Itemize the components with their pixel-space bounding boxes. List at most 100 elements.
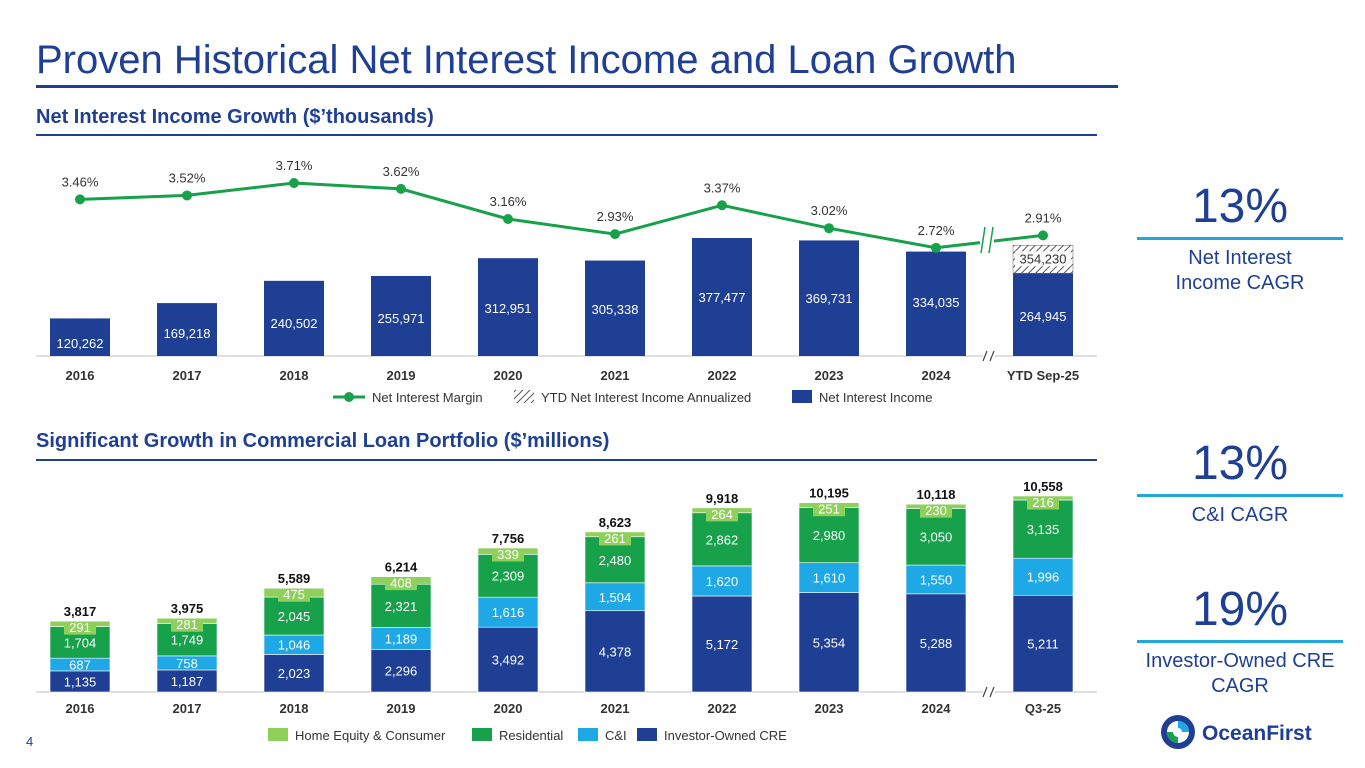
nim-label-2020: 3.16% — [490, 194, 527, 209]
loan-label-investor-owned-cre-2016: 1,135 — [64, 674, 97, 689]
loan-label-residential-q3-25: 3,135 — [1027, 522, 1060, 537]
loan-section-rule — [36, 459, 1097, 461]
loan-bar-c-i-2023 — [798, 562, 860, 593]
loan-label-bg-2018 — [278, 588, 310, 602]
legend-investor-cre-label: Investor-Owned CRE — [664, 728, 787, 743]
legend-ci-swatch — [578, 728, 598, 741]
kpi-nii-cagr-rule — [1137, 237, 1343, 240]
loan-bar-residential-2023 — [798, 507, 860, 564]
loan-x-tick-2016: 2016 — [66, 701, 95, 716]
legend-annualized-swatch — [514, 390, 534, 403]
loan-label-home-equity-consumer-2018: 475 — [283, 587, 305, 602]
nim-point-2023 — [824, 223, 834, 234]
loan-label-investor-owned-cre-2020: 3,492 — [492, 653, 525, 668]
loan-bar-residential-2024 — [905, 508, 967, 566]
loan-label-investor-owned-cre-2024: 5,288 — [920, 636, 953, 651]
oceanfirst-logo: OceanFirst — [1161, 715, 1312, 749]
kpi-nii-cagr-value: 13% — [1191, 180, 1289, 233]
nii-section-rule — [36, 134, 1097, 136]
nii-bar-label-2020: 312,951 — [485, 301, 532, 316]
legend-nii-label: Net Interest Income — [819, 390, 932, 405]
loan-label-investor-owned-cre-2018: 2,023 — [278, 666, 311, 681]
loan-total-2021: 8,623 — [599, 515, 632, 530]
loan-label-home-equity-consumer-2019: 408 — [390, 576, 412, 591]
legend-nim-marker — [344, 392, 354, 402]
kpi-cre-cagr-rule — [1137, 640, 1343, 643]
loan-x-tick-2020: 2020 — [494, 701, 523, 716]
nim-label-2021: 2.93% — [597, 209, 634, 224]
loan-label-home-equity-consumer-2022: 264 — [711, 507, 733, 522]
loan-label-residential-2017: 1,749 — [171, 633, 204, 648]
loan-label-c-i-2018: 1,046 — [278, 638, 311, 653]
nim-point-2018 — [289, 178, 299, 188]
kpi-ci-cagr-label: C&I CAGR — [1191, 504, 1289, 526]
loan-x-tick-2017: 2017 — [173, 701, 202, 716]
loan-total-2023: 10,195 — [809, 486, 849, 501]
loan-label-bg-2017 — [171, 618, 203, 632]
legend-residential-label: Residential — [499, 728, 563, 743]
loan-bar-residential-2022 — [691, 512, 753, 567]
loan-total-2020: 7,756 — [492, 531, 525, 546]
loan-section-heading: Significant Growth in Commercial Loan Po… — [36, 430, 610, 452]
nim-label-2022: 3.37% — [704, 180, 741, 195]
loan-label-bg-q3-25 — [1027, 496, 1059, 510]
slide-title: Proven Historical Net Interest Income an… — [36, 38, 1017, 82]
loan-x-tick-2018: 2018 — [280, 701, 309, 716]
nii-x-tick-2018: 2018 — [280, 368, 309, 383]
kpi-cre-cagr-label-line-1: Investor-Owned CRE — [1145, 650, 1335, 672]
loan-label-c-i-q3-25: 1,996 — [1027, 570, 1060, 585]
loan-label-residential-2022: 2,862 — [706, 532, 739, 547]
nim-point-2021 — [610, 229, 620, 240]
nii-bar-2023 — [799, 240, 859, 356]
loan-total-q3-25: 10,558 — [1023, 479, 1063, 494]
loan-x-tick-2021: 2021 — [601, 701, 630, 716]
loan-label-bg-2020 — [492, 548, 524, 562]
nii-x-tick-2016: 2016 — [66, 368, 95, 383]
kpi-cre-cagr-label-line-2: CAGR — [1211, 675, 1269, 697]
nim-label-2017: 3.52% — [169, 170, 206, 185]
kpi-cre-cagr: 19% Investor-Owned CRE CAGR — [1137, 583, 1343, 699]
legend-ci-label: C&I — [605, 728, 627, 743]
loan-bar-investor-owned-cre-2019 — [370, 649, 432, 693]
legend-nii-swatch — [792, 390, 812, 403]
nii-bar-2019 — [371, 275, 431, 356]
nii-bar-label-2018: 240,502 — [271, 316, 318, 331]
nii-bar-2018 — [264, 280, 324, 356]
nim-label-ytd-sep-25: 2.91% — [1025, 210, 1062, 225]
loan-label-residential-2021: 2,480 — [599, 553, 632, 568]
nii-bar-label-2016: 120,262 — [57, 336, 104, 351]
nii-bar-2016 — [50, 318, 110, 356]
loan-bar-investor-owned-cre-2021 — [584, 610, 646, 693]
loan-bar-residential-2019 — [370, 583, 432, 628]
loan-bar-c-i-q3-25 — [1012, 557, 1074, 596]
loan-label-home-equity-consumer-2021: 261 — [604, 531, 626, 546]
nii-x-tick-2023: 2023 — [815, 368, 844, 383]
kpi-nii-cagr-label-line-2: Income CAGR — [1175, 272, 1305, 294]
title-rule — [36, 85, 1118, 88]
loan-x-tick-q3-25: Q3-25 — [1025, 701, 1061, 716]
nim-label-2018: 3.71% — [276, 158, 313, 173]
nim-break-mark-2 — [988, 226, 994, 254]
kpi-ci-cagr-value: 13% — [1191, 437, 1289, 490]
loan-label-residential-2023: 2,980 — [813, 528, 846, 543]
loan-label-investor-owned-cre-2019: 2,296 — [385, 664, 418, 679]
loan-bar-investor-owned-cre-2018 — [263, 654, 325, 693]
nim-label-2019: 3.62% — [383, 164, 420, 179]
loan-bar-investor-owned-cre-2024 — [905, 593, 967, 693]
nii-bar-2020 — [478, 258, 538, 356]
nii-axis-break-mark-1 — [982, 350, 988, 362]
loan-x-tick-2019: 2019 — [387, 701, 416, 716]
loan-bar-investor-owned-cre-q3-25 — [1012, 594, 1074, 693]
legend-home-equity-label: Home Equity & Consumer — [295, 728, 446, 743]
loan-label-home-equity-consumer-2023: 251 — [818, 502, 840, 517]
legend-home-equity-swatch — [268, 728, 288, 741]
nim-point-2016 — [75, 194, 85, 205]
loan-bar-c-i-2021 — [584, 582, 646, 612]
loan-bar-c-i-2024 — [905, 564, 967, 595]
nim-label-2016: 3.46% — [62, 174, 99, 189]
oceanfirst-logo-wordmark: OceanFirst — [1202, 722, 1312, 745]
nii-bar-ytd-sep-25 — [1013, 273, 1073, 356]
loan-label-c-i-2024: 1,550 — [920, 572, 953, 587]
nii-bar-label-2021: 305,338 — [592, 302, 639, 317]
nim-point-2024 — [931, 242, 941, 253]
